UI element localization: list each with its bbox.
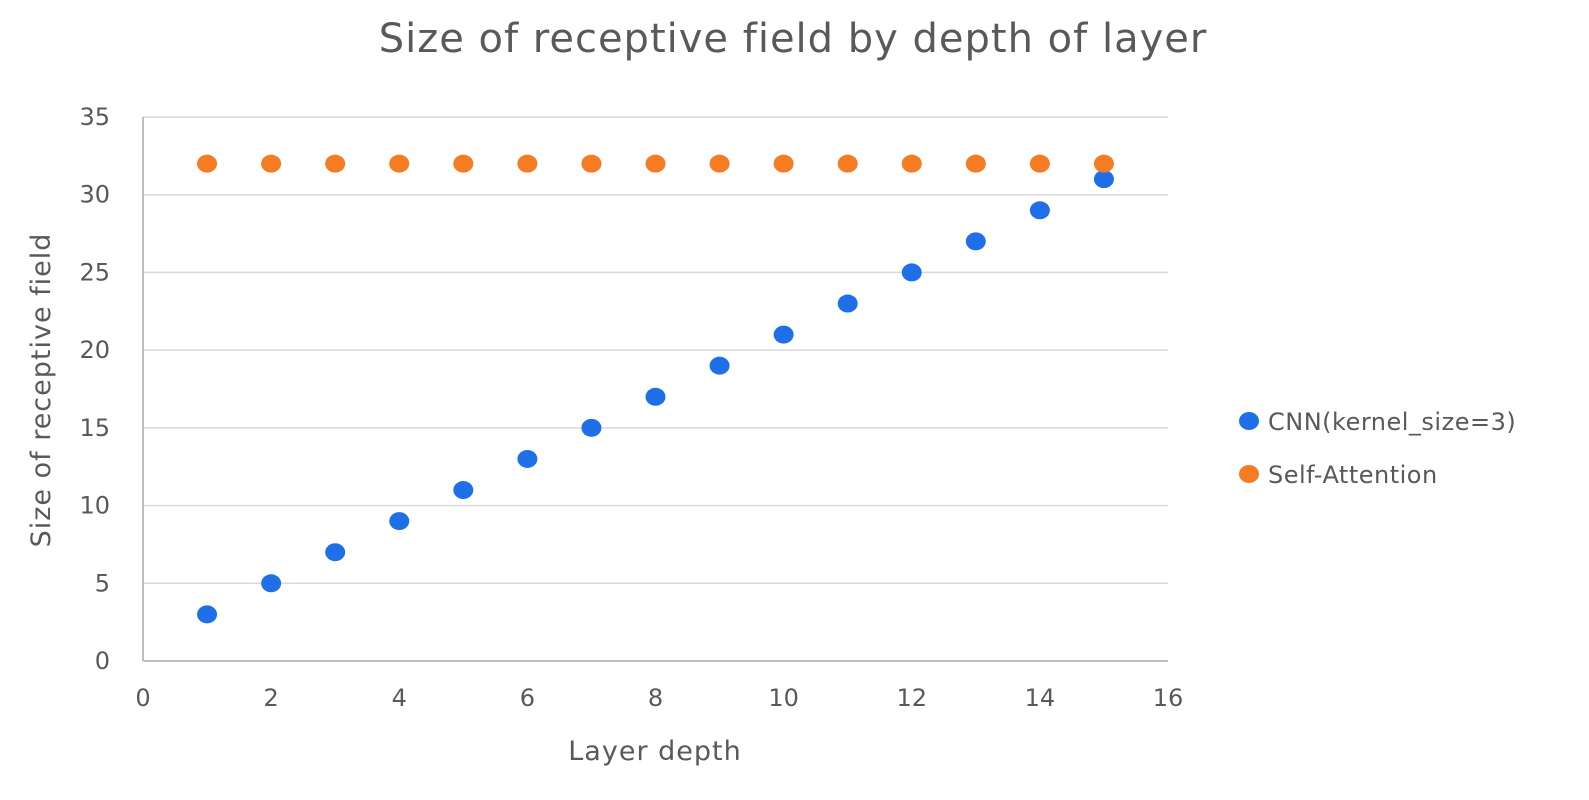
data-point bbox=[197, 605, 218, 624]
legend-marker bbox=[1239, 465, 1259, 483]
data-point bbox=[197, 154, 218, 173]
chart-title: Size of receptive field by depth of laye… bbox=[379, 16, 1208, 62]
data-point bbox=[517, 154, 538, 173]
data-point bbox=[645, 154, 666, 173]
y-tick-label: 20 bbox=[79, 336, 110, 364]
data-point bbox=[965, 154, 986, 173]
data-point bbox=[837, 294, 858, 313]
x-tick-label: 0 bbox=[135, 684, 150, 712]
y-tick-label: 0 bbox=[95, 647, 110, 675]
y-axis-title: Size of receptive field bbox=[26, 233, 57, 548]
y-tick-label: 5 bbox=[95, 569, 110, 597]
x-tick-labels: 0 2 4 6 8 10 12 14 16 bbox=[135, 684, 1183, 712]
gridlines bbox=[143, 116, 1168, 585]
data-point bbox=[1029, 154, 1050, 173]
data-point bbox=[773, 325, 794, 344]
data-point bbox=[901, 154, 922, 173]
data-point bbox=[645, 387, 666, 406]
legend-marker bbox=[1239, 412, 1259, 430]
y-tick-label: 15 bbox=[79, 414, 110, 442]
y-tick-labels: 0 5 10 15 20 25 30 35 bbox=[79, 103, 110, 675]
x-tick-label: 16 bbox=[1153, 684, 1184, 712]
data-point bbox=[709, 154, 730, 173]
x-tick-label: 14 bbox=[1025, 684, 1056, 712]
x-tick-label: 12 bbox=[896, 684, 927, 712]
y-tick-label: 10 bbox=[79, 492, 110, 520]
axes bbox=[142, 117, 1168, 662]
legend-item: CNN(kernel_size=3) bbox=[1239, 408, 1516, 436]
series-0 bbox=[197, 170, 1114, 624]
data-point bbox=[965, 232, 986, 251]
y-tick-label: 30 bbox=[79, 181, 110, 209]
data-point bbox=[325, 154, 346, 173]
data-point bbox=[261, 574, 282, 593]
x-tick-label: 10 bbox=[768, 684, 799, 712]
x-tick-label: 6 bbox=[520, 684, 535, 712]
data-point bbox=[1029, 201, 1050, 220]
legend-item: Self-Attention bbox=[1239, 461, 1438, 489]
data-points bbox=[197, 154, 1114, 624]
data-point bbox=[1093, 170, 1114, 189]
data-point bbox=[901, 263, 922, 282]
data-point bbox=[389, 154, 410, 173]
data-point bbox=[581, 418, 602, 437]
y-tick-label: 25 bbox=[79, 258, 110, 286]
data-point bbox=[389, 512, 410, 531]
data-point bbox=[581, 154, 602, 173]
data-point bbox=[1093, 154, 1114, 173]
series-1 bbox=[197, 154, 1114, 173]
data-point bbox=[453, 154, 474, 173]
x-tick-label: 8 bbox=[648, 684, 663, 712]
data-point bbox=[709, 356, 730, 375]
y-tick-label: 35 bbox=[79, 103, 110, 131]
data-point bbox=[773, 154, 794, 173]
data-point bbox=[453, 481, 474, 500]
data-point bbox=[837, 154, 858, 173]
x-tick-label: 4 bbox=[392, 684, 407, 712]
legend: CNN(kernel_size=3) Self-Attention bbox=[1239, 408, 1516, 489]
data-point bbox=[325, 543, 346, 562]
legend-label: Self-Attention bbox=[1268, 461, 1438, 489]
x-axis-title: Layer depth bbox=[568, 736, 741, 767]
data-point bbox=[517, 449, 538, 468]
legend-label: CNN(kernel_size=3) bbox=[1268, 408, 1516, 436]
data-point bbox=[261, 154, 282, 173]
x-tick-label: 2 bbox=[263, 684, 278, 712]
